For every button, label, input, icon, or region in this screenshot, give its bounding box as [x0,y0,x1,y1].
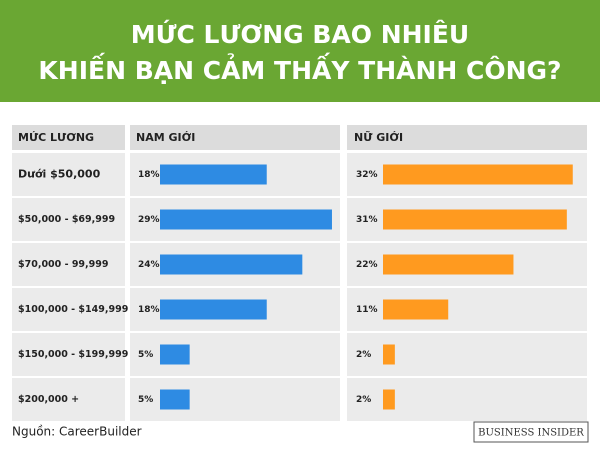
bar [383,299,449,320]
row-cell [12,243,125,286]
legend-label: NAM GIỚI [136,131,195,144]
bar [383,389,395,410]
category-label: Dưới $50,000 [18,168,101,181]
row-cell [12,198,125,241]
value-label: 32% [356,170,378,180]
chart-title-line: KHIẾN BẠN CẢM THẤY THÀNH CÔNG? [38,52,561,85]
value-label: 2% [356,350,371,360]
bar [160,209,332,230]
value-label: 18% [138,305,160,315]
value-label: 22% [356,260,378,270]
brand-box [473,421,589,443]
bar [160,389,190,410]
bar [383,209,567,230]
category-label: $150,000 - $199,999 [18,349,128,360]
bar [160,164,267,185]
bar [160,299,267,320]
value-label: 24% [138,260,160,270]
brand: BUSINESS INSIDER [478,428,584,439]
bar [383,344,395,365]
header-cell [347,125,587,150]
bar [160,344,190,365]
row-cell [12,153,125,196]
bar [383,164,573,185]
category-label: $200,000 + [18,394,79,405]
bar [383,254,514,275]
value-label: 5% [138,395,153,405]
category-label: $100,000 - $149,999 [18,304,128,315]
value-label: 11% [356,305,378,315]
category-label: $70,000 - 99,999 [18,259,109,270]
legend-label: NỮ GIỚI [354,131,403,144]
header-cell [12,125,125,150]
value-label: 5% [138,350,153,360]
column-header: MỨC LƯƠNG [18,131,94,144]
value-label: 2% [356,395,371,405]
value-label: 31% [356,215,378,225]
source-note: Nguồn: CareerBuilder [12,425,142,439]
value-label: 29% [138,215,160,225]
row-cell [12,288,125,331]
header-band [0,0,600,102]
value-label: 18% [138,170,160,180]
category-label: $50,000 - $69,999 [18,214,115,225]
chart-title-line: MỨC LƯƠNG BAO NHIÊU [131,19,470,49]
row-cell [12,378,125,421]
bar [160,254,303,275]
row-cell [12,333,125,376]
header-cell [130,125,340,150]
